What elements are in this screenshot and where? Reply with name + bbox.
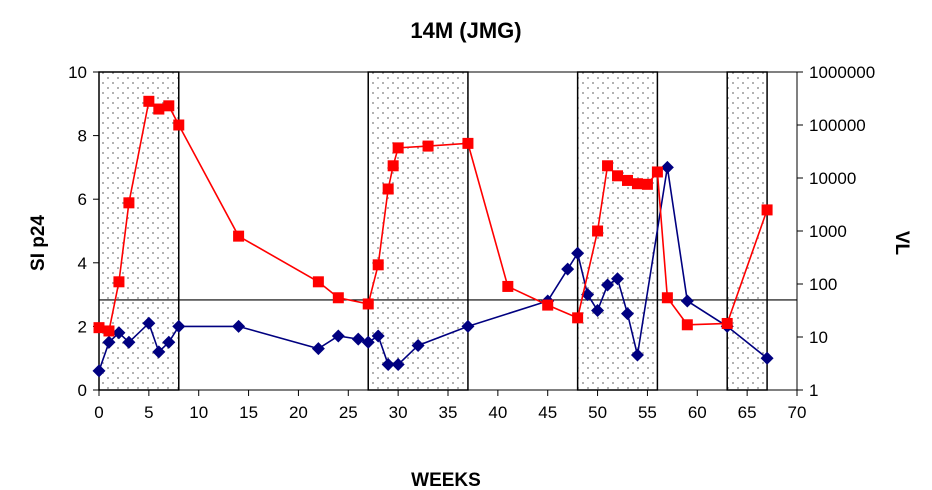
y-tick-label: 4 bbox=[78, 254, 87, 273]
si-point bbox=[311, 342, 325, 356]
si-point bbox=[760, 351, 774, 365]
x-tick-label: 50 bbox=[588, 403, 607, 422]
y2-tick-label: 1 bbox=[809, 381, 818, 400]
shaded-period-1 bbox=[367, 71, 469, 391]
vl-point bbox=[153, 103, 165, 115]
vl-point bbox=[621, 174, 633, 186]
vl-point bbox=[123, 197, 135, 209]
si-point bbox=[591, 304, 605, 317]
vl-point bbox=[422, 140, 434, 152]
si-point bbox=[351, 332, 365, 346]
y-tick-label: 2 bbox=[78, 317, 87, 336]
si-point bbox=[561, 262, 575, 276]
x-tick-label: 20 bbox=[289, 403, 308, 422]
x-tick-label: 0 bbox=[94, 403, 103, 422]
si-point bbox=[611, 272, 625, 286]
y-tick-label: 0 bbox=[78, 381, 87, 400]
vl-point bbox=[681, 319, 693, 331]
y2-tick-label: 10000 bbox=[809, 169, 856, 188]
vl-point bbox=[173, 119, 185, 131]
x-tick-label: 65 bbox=[738, 403, 757, 422]
shaded-period-0 bbox=[98, 71, 180, 391]
vl-point bbox=[392, 142, 404, 154]
vl-point bbox=[462, 137, 474, 149]
axes: 0 5 10 15 20 25 30 35 40 45 50 55 60 65 70 0 2 4 6 8 10 1 10 10… bbox=[68, 63, 875, 422]
vl-point bbox=[631, 178, 643, 190]
vl-point bbox=[143, 95, 155, 107]
si-point bbox=[630, 348, 644, 362]
x-tick-label: 40 bbox=[488, 403, 507, 422]
y2-tick-label: 100000 bbox=[809, 116, 866, 135]
si-point bbox=[361, 335, 375, 349]
si-point bbox=[122, 335, 136, 349]
vl-point bbox=[382, 183, 394, 195]
vl-point bbox=[332, 292, 344, 304]
y-tick-label: 10 bbox=[68, 63, 87, 82]
y2-tick-label: 100 bbox=[809, 275, 837, 294]
vl-point bbox=[542, 299, 554, 311]
vl-point bbox=[661, 292, 673, 304]
vl-point bbox=[641, 178, 653, 190]
x-tick-label: 30 bbox=[389, 403, 408, 422]
si-point bbox=[411, 338, 425, 352]
si-point bbox=[381, 358, 395, 372]
vl-point bbox=[233, 230, 245, 242]
si-point bbox=[601, 278, 615, 292]
si-point bbox=[92, 364, 106, 378]
x-tick-label: 15 bbox=[239, 403, 258, 422]
x-tick-label: 45 bbox=[538, 403, 557, 422]
vl-point bbox=[651, 166, 663, 178]
si-point bbox=[660, 160, 674, 174]
y2-tick-label: 10 bbox=[809, 328, 828, 347]
y2-tick-label: 1000 bbox=[809, 222, 847, 241]
vl-point bbox=[592, 225, 604, 237]
vl-point bbox=[572, 312, 584, 324]
si-point bbox=[152, 345, 166, 359]
si-point bbox=[102, 335, 116, 349]
x-tick-label: 60 bbox=[688, 403, 707, 422]
vl-point bbox=[103, 325, 115, 337]
vl-point bbox=[372, 259, 384, 271]
y2-axis-label: VL bbox=[891, 231, 912, 256]
y-tick-label: 8 bbox=[78, 127, 87, 146]
x-tick-label: 10 bbox=[189, 403, 208, 422]
series-layer bbox=[92, 95, 774, 378]
si-point bbox=[680, 294, 694, 308]
si-point bbox=[232, 319, 246, 333]
si-point bbox=[371, 329, 385, 343]
vl-point bbox=[721, 317, 733, 329]
x-tick-label: 35 bbox=[439, 403, 458, 422]
y2-tick-label: 1000000 bbox=[809, 63, 875, 82]
si-point bbox=[331, 329, 345, 343]
si-point bbox=[172, 319, 186, 333]
vl-point bbox=[612, 170, 624, 182]
si-point bbox=[112, 326, 126, 340]
x-axis-label: WEEKS bbox=[411, 470, 481, 490]
si-point bbox=[391, 358, 405, 372]
vl-point bbox=[163, 100, 175, 112]
vl-point bbox=[761, 204, 773, 216]
si-point bbox=[620, 307, 634, 321]
si-point bbox=[162, 335, 176, 349]
chart-title: 14M (JMG) bbox=[410, 18, 521, 43]
y-tick-label: 6 bbox=[78, 190, 87, 209]
si-point bbox=[571, 246, 585, 260]
si-point bbox=[461, 319, 475, 333]
x-tick-label: 55 bbox=[638, 403, 657, 422]
x-tick-label: 70 bbox=[788, 403, 807, 422]
x-tick-label: 5 bbox=[144, 403, 153, 422]
si-point bbox=[142, 316, 156, 330]
x-tick-label: 25 bbox=[339, 403, 358, 422]
vl-point bbox=[93, 322, 105, 334]
vl-point bbox=[387, 160, 399, 172]
treatment-periods bbox=[98, 71, 768, 391]
vl-point bbox=[312, 276, 324, 288]
vl-point bbox=[113, 276, 125, 288]
shaded-period-2 bbox=[576, 71, 659, 391]
vl-point bbox=[502, 280, 514, 292]
vl-point bbox=[602, 160, 614, 172]
vl-point bbox=[362, 298, 374, 310]
y-axis-label: SI p24 bbox=[28, 215, 49, 271]
